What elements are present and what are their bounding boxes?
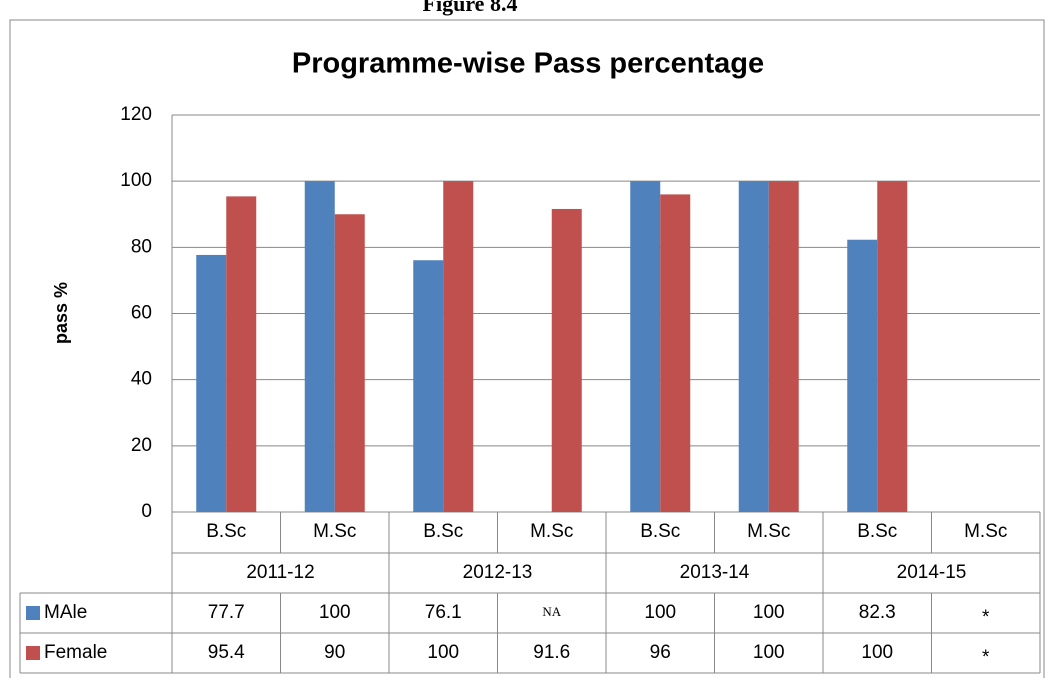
bar	[660, 194, 691, 512]
bar	[226, 196, 257, 512]
table-value: 77.7	[208, 602, 245, 623]
legend-swatch	[26, 606, 40, 620]
group-label: 2012-13	[463, 562, 533, 583]
table-value: 100	[753, 642, 785, 663]
y-tick-label: 20	[131, 435, 152, 456]
x-tick-label: B.Sc	[857, 521, 897, 542]
x-tick-label: M.Sc	[313, 521, 356, 542]
table-value: 96	[650, 642, 671, 663]
chart-border	[9, 19, 1045, 678]
y-tick-label: 80	[131, 236, 152, 257]
table-value: 100	[753, 602, 785, 623]
table-value: 100	[861, 642, 893, 663]
table-value: NA	[542, 604, 561, 619]
group-label: 2013-14	[680, 562, 750, 583]
table-value: 95.4	[208, 642, 245, 663]
y-tick-label: 40	[131, 369, 152, 390]
y-tick-label: 100	[120, 170, 152, 191]
bar	[847, 239, 878, 512]
chart-title: Programme-wise Pass percentage	[292, 48, 764, 80]
x-tick-label: M.Sc	[747, 521, 790, 542]
y-axis-label: pass %	[51, 282, 71, 344]
table-value: 76.1	[425, 602, 462, 623]
table-value: *	[982, 607, 990, 628]
table-value: 100	[319, 602, 351, 623]
legend-swatch	[26, 646, 40, 660]
bar	[630, 181, 661, 512]
x-tick-label: M.Sc	[964, 521, 1007, 542]
group-label: 2014-15	[897, 562, 967, 583]
bar	[334, 214, 365, 512]
x-tick-label: M.Sc	[530, 521, 573, 542]
legend-label: MAle	[44, 602, 87, 623]
bar	[196, 254, 227, 512]
x-tick-label: B.Sc	[423, 521, 463, 542]
y-tick-label: 60	[131, 303, 152, 324]
figure-caption: Figure 8.4	[423, 0, 518, 16]
y-tick-label: 120	[120, 104, 152, 125]
x-tick-label: B.Sc	[640, 521, 680, 542]
table-value: 100	[644, 602, 676, 623]
bar	[738, 181, 769, 512]
y-tick-label: 0	[141, 501, 152, 522]
bar	[877, 181, 908, 512]
bar	[551, 208, 582, 512]
x-tick-label: B.Sc	[206, 521, 246, 542]
bar	[768, 181, 799, 512]
table-value: 90	[324, 642, 345, 663]
table-value: *	[982, 647, 990, 668]
group-label: 2011-12	[246, 562, 314, 583]
table-value: 82.3	[859, 602, 896, 623]
table-value: 91.6	[533, 642, 570, 663]
bar	[443, 181, 474, 512]
bar	[413, 260, 444, 512]
bar	[304, 181, 335, 512]
table-value: 100	[427, 642, 459, 663]
legend-label: Female	[44, 642, 107, 663]
